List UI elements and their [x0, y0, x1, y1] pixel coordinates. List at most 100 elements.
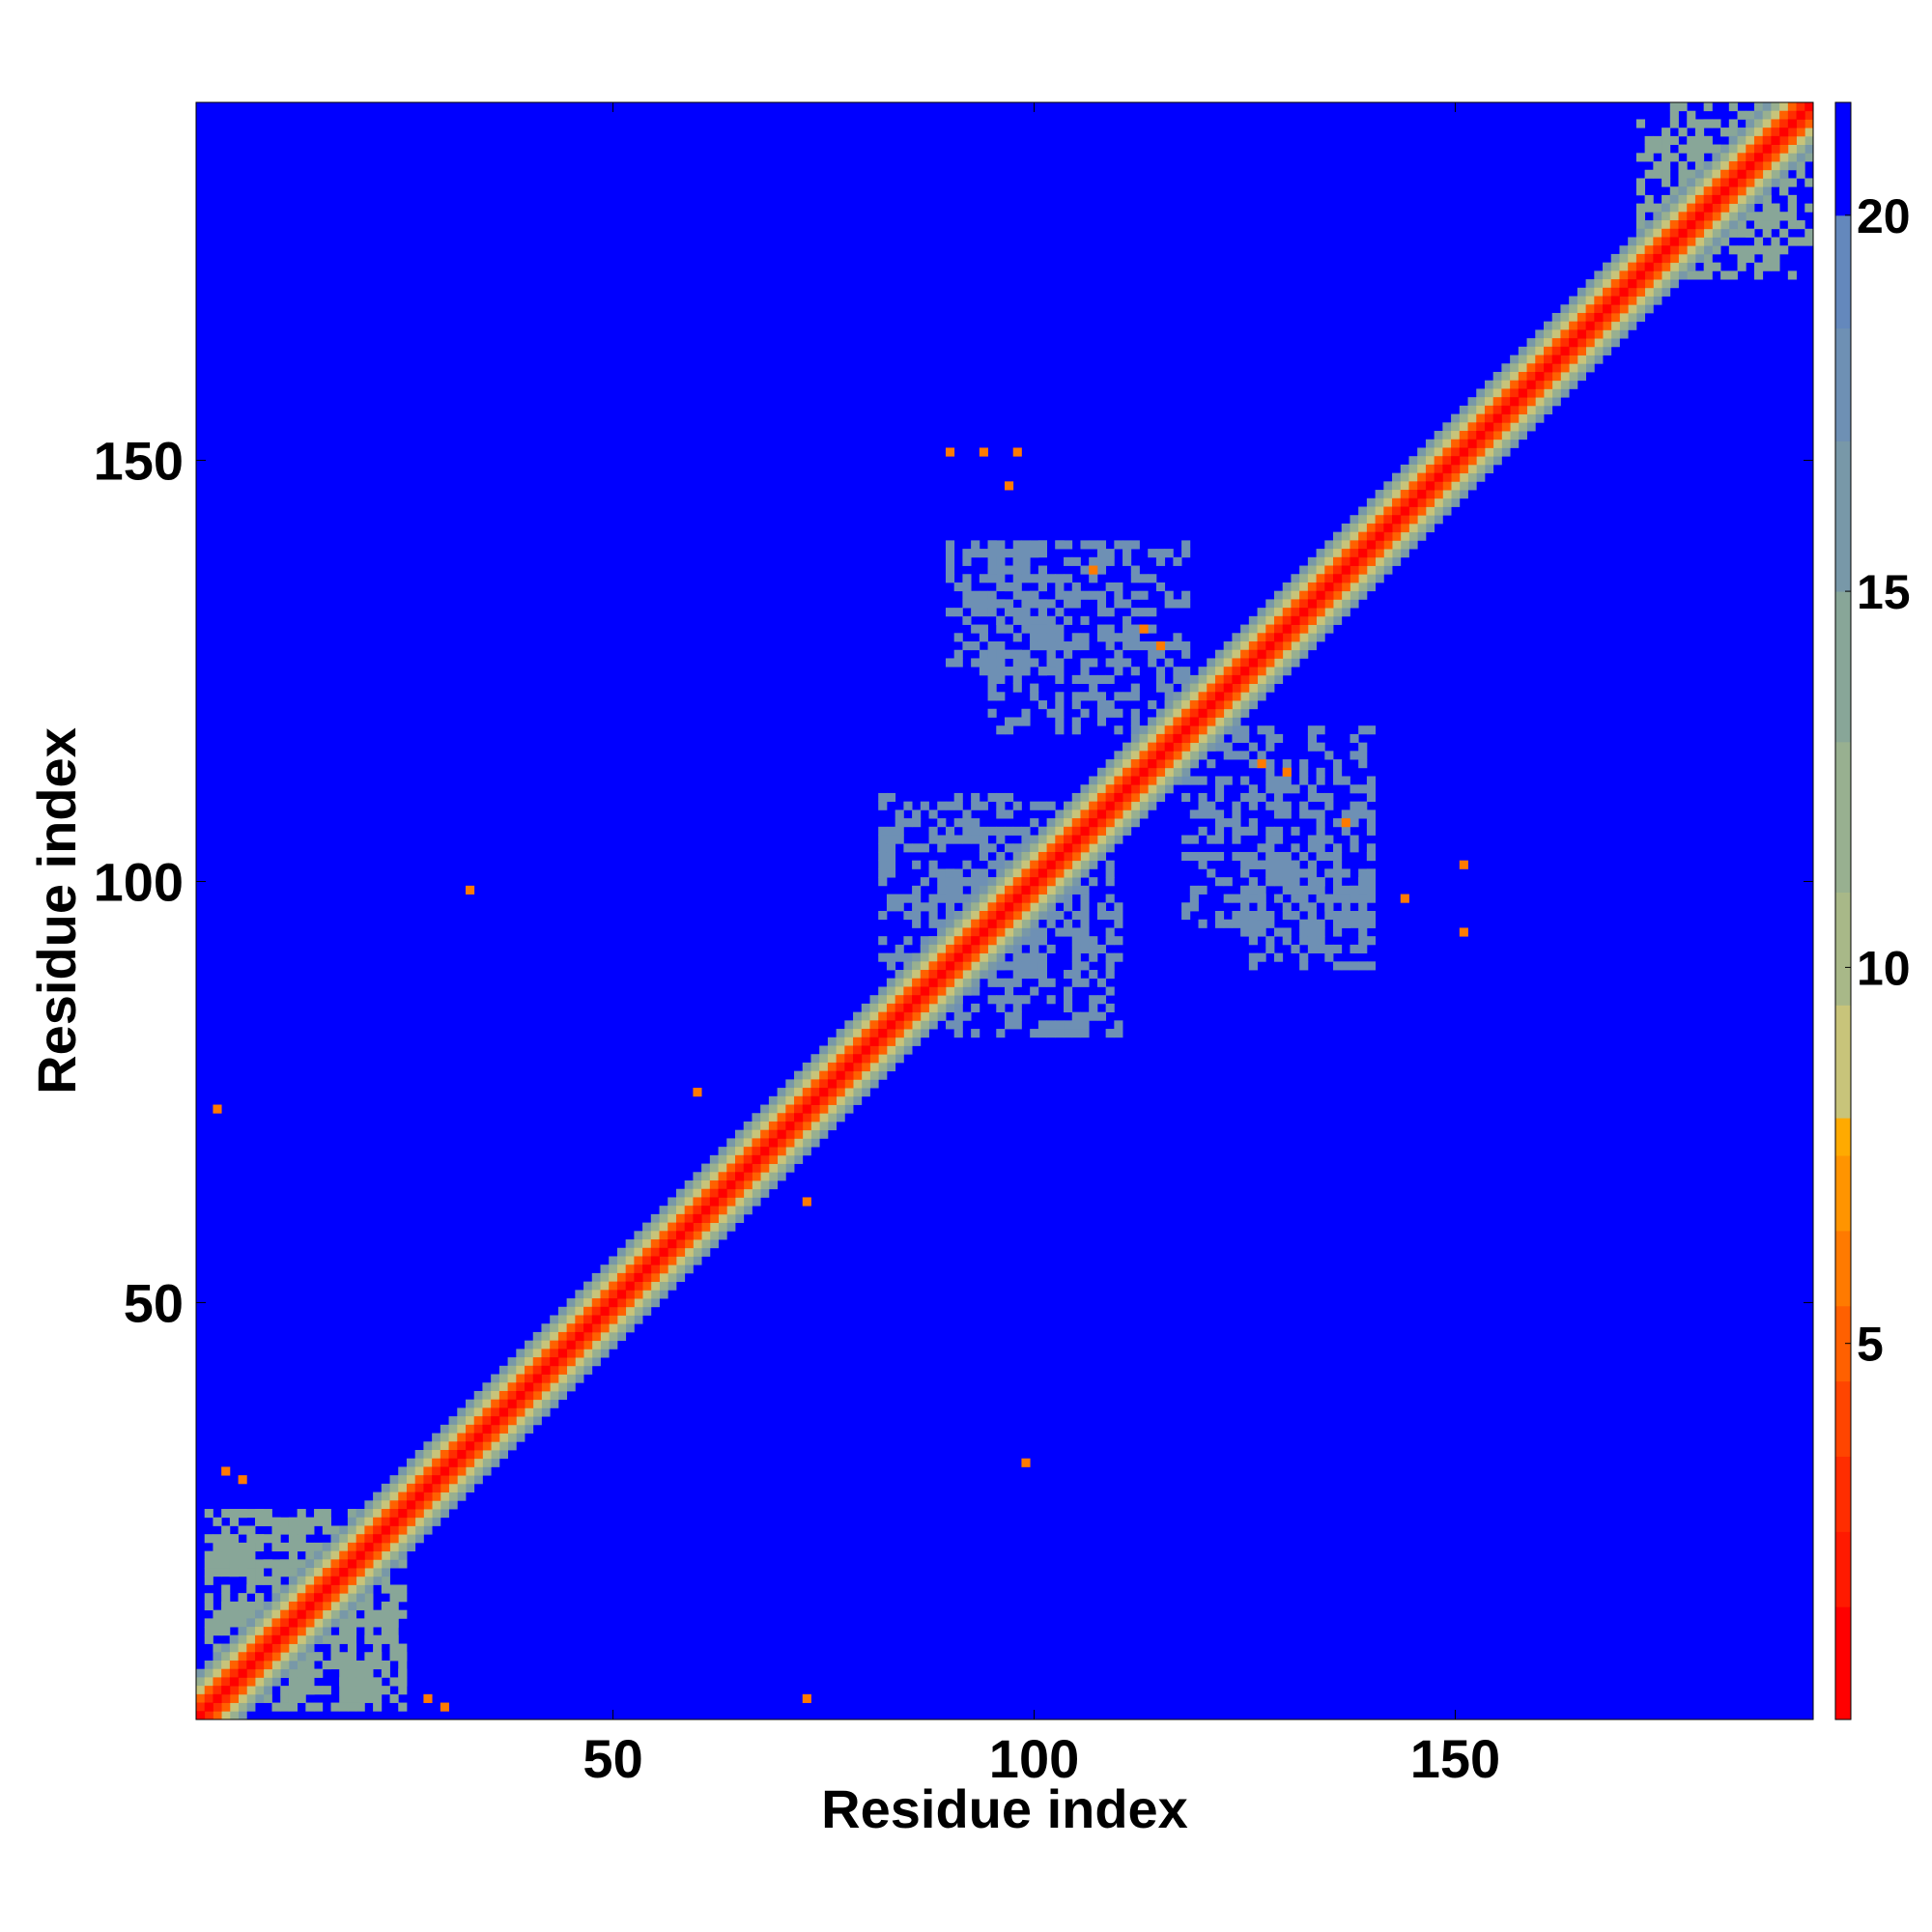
heatmap-cell — [1240, 624, 1250, 634]
heatmap-cell — [373, 1534, 383, 1544]
heatmap-cell — [1350, 515, 1359, 525]
heatmap-cell — [423, 1525, 433, 1535]
heatmap-cell — [1771, 220, 1780, 230]
heatmap-cell — [802, 1197, 811, 1207]
heatmap-cell — [1333, 885, 1343, 895]
heatmap-cell — [1720, 203, 1730, 213]
heatmap-cell — [221, 1677, 231, 1687]
heatmap-cell — [255, 1568, 265, 1577]
heatmap-cell — [928, 944, 938, 953]
heatmap-cell — [642, 1298, 652, 1308]
heatmap-cell — [1728, 220, 1738, 230]
heatmap-cell — [616, 1272, 627, 1283]
heatmap-cell — [1089, 540, 1098, 550]
heatmap-cell — [1021, 717, 1031, 726]
heatmap-cell — [1071, 556, 1081, 566]
heatmap-cell — [987, 877, 997, 887]
heatmap-cell — [1164, 590, 1174, 600]
heatmap-cell — [802, 1129, 811, 1139]
heatmap-cell — [1232, 633, 1241, 642]
heatmap-cell — [1265, 683, 1275, 693]
heatmap-cell — [1055, 843, 1065, 853]
heatmap-cell — [1341, 531, 1350, 541]
heatmap-cell — [1316, 885, 1325, 895]
heatmap-cell — [752, 1154, 761, 1164]
heatmap-cell — [1662, 169, 1671, 179]
heatmap-cell — [305, 1702, 315, 1712]
heatmap-cell — [1096, 835, 1107, 844]
heatmap-cell — [1687, 178, 1696, 187]
heatmap-cell — [1046, 801, 1056, 810]
heatmap-cell — [525, 1382, 534, 1392]
heatmap-cell — [1223, 717, 1233, 726]
heatmap-cell — [1071, 885, 1081, 895]
heatmap-cell — [634, 1298, 643, 1308]
heatmap-cell — [1037, 902, 1047, 912]
heatmap-cell — [1619, 253, 1629, 264]
heatmap-cell — [238, 1609, 247, 1619]
heatmap-cell — [1282, 911, 1292, 921]
heatmap-cell — [1694, 178, 1705, 187]
heatmap-cell — [1037, 970, 1047, 980]
heatmap-cell — [1779, 128, 1789, 137]
heatmap-cell — [1299, 599, 1309, 609]
heatmap-cell — [263, 1652, 272, 1662]
heatmap-cell — [1358, 565, 1368, 575]
heatmap-cell — [760, 1154, 770, 1164]
heatmap-cell — [827, 1088, 838, 1097]
heatmap-cell — [794, 1095, 804, 1105]
heatmap-cell — [1299, 885, 1309, 895]
heatmap-cell — [1037, 851, 1047, 862]
heatmap-cell — [1594, 287, 1604, 297]
heatmap-cell — [1569, 346, 1578, 355]
heatmap-cell — [566, 1331, 576, 1342]
heatmap-cell — [305, 1609, 315, 1619]
heatmap-cell — [566, 1298, 576, 1308]
heatmap-cell — [1350, 574, 1359, 583]
heatmap-cell — [1299, 927, 1309, 937]
heatmap-cell — [1779, 110, 1789, 120]
heatmap-cell — [1467, 447, 1477, 457]
heatmap-cell — [1223, 658, 1233, 668]
heatmap-cell — [373, 1702, 383, 1712]
heatmap-cell — [1603, 279, 1612, 289]
heatmap-cell — [743, 1154, 753, 1164]
heatmap-cell — [668, 1206, 677, 1215]
heatmap-cell — [1257, 919, 1266, 928]
heatmap-cell — [1089, 683, 1098, 693]
heatmap-cell — [1105, 911, 1115, 921]
heatmap-cell — [1771, 110, 1780, 120]
heatmap-cell — [1703, 262, 1713, 271]
heatmap-cell — [1265, 615, 1275, 625]
heatmap-cell — [1096, 590, 1107, 600]
heatmap-cell — [423, 1450, 433, 1460]
heatmap-cell — [322, 1559, 331, 1569]
heatmap-cell — [1155, 674, 1166, 684]
heatmap-cell — [1366, 919, 1377, 928]
heatmap-cell — [920, 995, 929, 1005]
heatmap-cell — [322, 1584, 331, 1594]
heatmap-cell — [1501, 388, 1511, 398]
heatmap-cell — [1046, 944, 1056, 953]
heatmap-cell — [263, 1609, 272, 1619]
heatmap-cell — [953, 582, 963, 592]
heatmap-cell — [609, 1306, 618, 1316]
heatmap-cell — [271, 1634, 281, 1644]
heatmap-cell — [1055, 818, 1065, 828]
heatmap-cell — [1130, 574, 1140, 583]
heatmap-cell — [263, 1668, 272, 1678]
heatmap-cell — [1012, 851, 1022, 862]
heatmap-cell — [466, 1424, 475, 1434]
heatmap-cell — [1021, 952, 1031, 962]
heatmap-cell — [1071, 599, 1081, 609]
heatmap-cell — [339, 1609, 349, 1619]
heatmap-cell — [213, 1104, 222, 1114]
heatmap-cell — [373, 1686, 383, 1695]
heatmap-cell — [1594, 296, 1604, 305]
heatmap-cell — [945, 952, 955, 962]
heatmap-cell — [1644, 144, 1654, 154]
heatmap-cell — [221, 1559, 231, 1569]
heatmap-cell — [1291, 784, 1300, 794]
heatmap-cell — [1012, 608, 1022, 617]
